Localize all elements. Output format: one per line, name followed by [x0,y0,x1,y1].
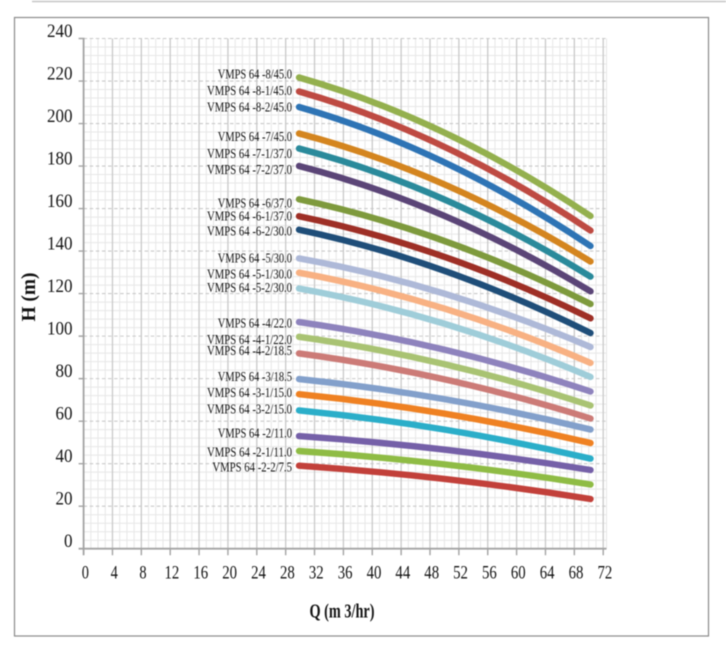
svg-text:VMPS 64 -6-2/30.0: VMPS 64 -6-2/30.0 [207,224,292,239]
svg-text:28: 28 [280,562,295,583]
svg-text:VMPS 64 -4-1/22.0: VMPS 64 -4-1/22.0 [207,333,292,348]
svg-text:36: 36 [338,562,353,583]
svg-text:VMPS 64 -2-2/7.5: VMPS 64 -2-2/7.5 [212,461,292,476]
svg-text:80: 80 [56,361,73,382]
svg-text:12: 12 [165,562,180,583]
svg-text:VMPS 64 -7-1/37.0: VMPS 64 -7-1/37.0 [207,147,292,162]
svg-text:200: 200 [47,106,73,127]
svg-text:VMPS 64 -8-1/45.0: VMPS 64 -8-1/45.0 [207,84,292,99]
svg-text:H (m): H (m) [19,273,40,322]
svg-text:68: 68 [569,562,584,583]
svg-text:VMPS 64 -2-1/11.0: VMPS 64 -2-1/11.0 [207,446,292,461]
svg-text:VMPS 64 -3-1/15.0: VMPS 64 -3-1/15.0 [207,386,292,401]
svg-text:100: 100 [47,319,73,340]
svg-text:160: 160 [47,191,73,212]
svg-text:24: 24 [251,562,266,583]
svg-text:48: 48 [424,562,439,583]
svg-text:VMPS 64 -8/45.0: VMPS 64 -8/45.0 [218,67,292,82]
svg-text:44: 44 [395,562,410,583]
svg-text:8: 8 [139,562,146,583]
svg-text:64: 64 [540,562,555,583]
svg-text:240: 240 [47,21,73,42]
svg-text:32: 32 [309,562,324,583]
svg-text:16: 16 [193,562,208,583]
svg-text:VMPS 64 -5-2/30.0: VMPS 64 -5-2/30.0 [207,281,292,296]
svg-text:40: 40 [367,562,382,583]
svg-text:VMPS 64 -3-2/15.0: VMPS 64 -3-2/15.0 [207,402,292,417]
svg-text:VMPS 64 -8-2/45.0: VMPS 64 -8-2/45.0 [207,100,292,115]
svg-text:56: 56 [482,562,497,583]
svg-text:VMPS 64 -3/18.5: VMPS 64 -3/18.5 [218,370,292,385]
svg-text:72: 72 [598,562,613,583]
svg-text:0: 0 [64,531,73,552]
svg-text:VMPS 64 -7-2/37.0: VMPS 64 -7-2/37.0 [207,163,292,178]
svg-text:40: 40 [56,446,73,467]
svg-text:4: 4 [111,562,119,583]
svg-text:20: 20 [56,489,73,510]
svg-text:VMPS 64 -5-1/30.0: VMPS 64 -5-1/30.0 [207,267,292,282]
svg-text:60: 60 [511,562,526,583]
svg-text:20: 20 [222,562,237,583]
svg-text:VMPS 64 -5/30.0: VMPS 64 -5/30.0 [218,251,292,266]
svg-text:VMPS 64 -2/11.0: VMPS 64 -2/11.0 [218,426,292,441]
svg-text:VMPS 64 -4-2/18.5: VMPS 64 -4-2/18.5 [207,344,292,359]
svg-text:Q (m 3/hr): Q (m 3/hr) [310,602,375,623]
svg-text:VMPS 64 -7/45.0: VMPS 64 -7/45.0 [218,130,292,145]
svg-text:140: 140 [47,233,73,254]
svg-text:52: 52 [453,562,468,583]
svg-text:VMPS 64 -4/22.0: VMPS 64 -4/22.0 [218,316,292,331]
svg-text:0: 0 [82,562,89,583]
svg-text:VMPS 64 -6/37.0: VMPS 64 -6/37.0 [218,197,292,212]
svg-text:60: 60 [56,404,73,425]
svg-text:VMPS 64 -6-1/37.0: VMPS 64 -6-1/37.0 [207,210,292,225]
svg-text:180: 180 [47,148,73,169]
svg-text:120: 120 [47,276,73,297]
svg-text:220: 220 [47,63,73,84]
